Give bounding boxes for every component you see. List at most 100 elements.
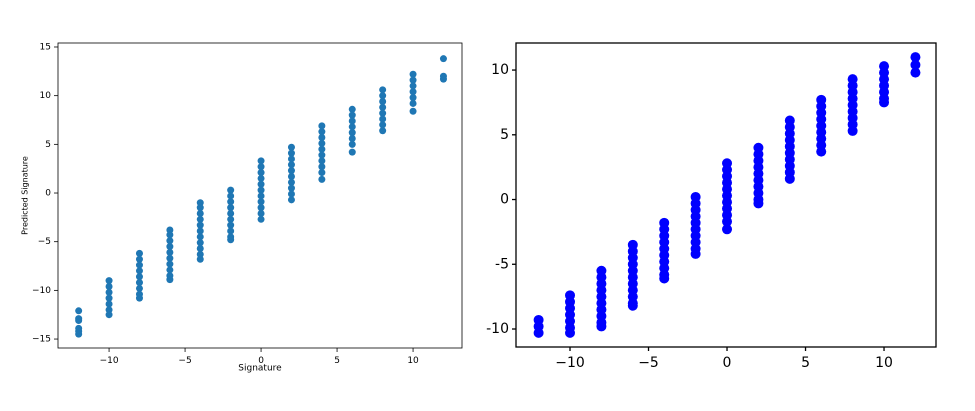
- point: [196, 245, 204, 253]
- point: [409, 107, 417, 115]
- point: [409, 70, 417, 78]
- point: [105, 311, 113, 319]
- x-tick-label: 10: [407, 356, 419, 366]
- point: [439, 55, 447, 63]
- point: [135, 267, 143, 275]
- x-tick-label: 0: [258, 356, 264, 366]
- point: [257, 157, 265, 165]
- point: [257, 215, 265, 223]
- x-tick-label: −5: [638, 355, 659, 371]
- point: [166, 231, 174, 239]
- point: [105, 294, 113, 302]
- point: [196, 250, 204, 258]
- point: [75, 307, 83, 315]
- point: [409, 99, 417, 107]
- y-tick-label: 10: [40, 91, 52, 101]
- point: [348, 135, 356, 143]
- point: [379, 86, 387, 94]
- point: [227, 221, 235, 229]
- point: [409, 76, 417, 84]
- y-tick-label: 15: [40, 42, 51, 52]
- point: [379, 127, 387, 135]
- point: [196, 227, 204, 235]
- point: [166, 243, 174, 251]
- point: [257, 163, 265, 171]
- y-axis-label: Predicted Signature: [21, 156, 30, 235]
- x-axis-label: Signature: [238, 364, 282, 374]
- x-tick-label: 0: [723, 355, 732, 371]
- point: [166, 266, 174, 274]
- point: [105, 288, 113, 296]
- x-tick-label: 5: [801, 355, 810, 371]
- point: [227, 215, 235, 223]
- point: [910, 59, 921, 70]
- point: [257, 180, 265, 188]
- point: [135, 261, 143, 269]
- point: [348, 148, 356, 156]
- point: [227, 192, 235, 200]
- point: [257, 186, 265, 194]
- y-tick-label: 5: [500, 127, 509, 143]
- point: [287, 161, 295, 169]
- point: [75, 317, 83, 325]
- point: [196, 233, 204, 241]
- point: [287, 167, 295, 175]
- point: [533, 327, 544, 338]
- point: [318, 128, 326, 136]
- y-tick-label: −10: [32, 286, 51, 296]
- point: [135, 294, 143, 302]
- point: [135, 255, 143, 263]
- point: [257, 169, 265, 177]
- point: [348, 117, 356, 125]
- point: [227, 186, 235, 194]
- y-tick-label: 0: [45, 189, 51, 199]
- point: [227, 198, 235, 206]
- x-tick-label: −5: [178, 356, 191, 366]
- point: [318, 175, 326, 183]
- point: [196, 204, 204, 212]
- point: [196, 199, 204, 207]
- point: [722, 224, 733, 235]
- point: [318, 145, 326, 153]
- point: [196, 255, 204, 263]
- point: [105, 300, 113, 308]
- point: [690, 248, 701, 259]
- point: [287, 196, 295, 204]
- point: [348, 123, 356, 131]
- point: [227, 209, 235, 217]
- point: [318, 169, 326, 177]
- point: [379, 109, 387, 117]
- point: [910, 52, 921, 63]
- x-tick-label: 10: [875, 355, 893, 371]
- point: [379, 98, 387, 106]
- point: [348, 129, 356, 137]
- point: [348, 111, 356, 119]
- point: [257, 209, 265, 217]
- y-tick-label: −15: [32, 335, 51, 345]
- x-tick-label: −10: [100, 356, 119, 366]
- point: [287, 190, 295, 198]
- point: [166, 254, 174, 262]
- point: [166, 248, 174, 256]
- point: [847, 125, 858, 136]
- point: [318, 163, 326, 171]
- point: [318, 157, 326, 165]
- point: [135, 279, 143, 287]
- point: [227, 227, 235, 235]
- point: [227, 236, 235, 244]
- point: [287, 184, 295, 192]
- point: [196, 209, 204, 217]
- point: [379, 92, 387, 100]
- point: [257, 192, 265, 200]
- point: [287, 143, 295, 151]
- point: [257, 198, 265, 206]
- point: [409, 88, 417, 96]
- y-tick-label: 5: [45, 140, 51, 150]
- point: [318, 122, 326, 130]
- point: [722, 216, 733, 227]
- point: [196, 239, 204, 247]
- point: [196, 215, 204, 223]
- plot-frame: [515, 42, 937, 348]
- point: [879, 97, 890, 108]
